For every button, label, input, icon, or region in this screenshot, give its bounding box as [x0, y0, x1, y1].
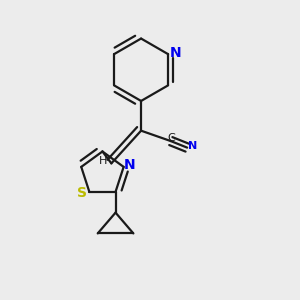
Text: C: C: [167, 133, 175, 142]
Text: N: N: [124, 158, 135, 172]
Text: N: N: [170, 46, 182, 60]
Text: H: H: [99, 156, 107, 166]
Text: N: N: [188, 141, 197, 152]
Text: S: S: [77, 186, 87, 200]
